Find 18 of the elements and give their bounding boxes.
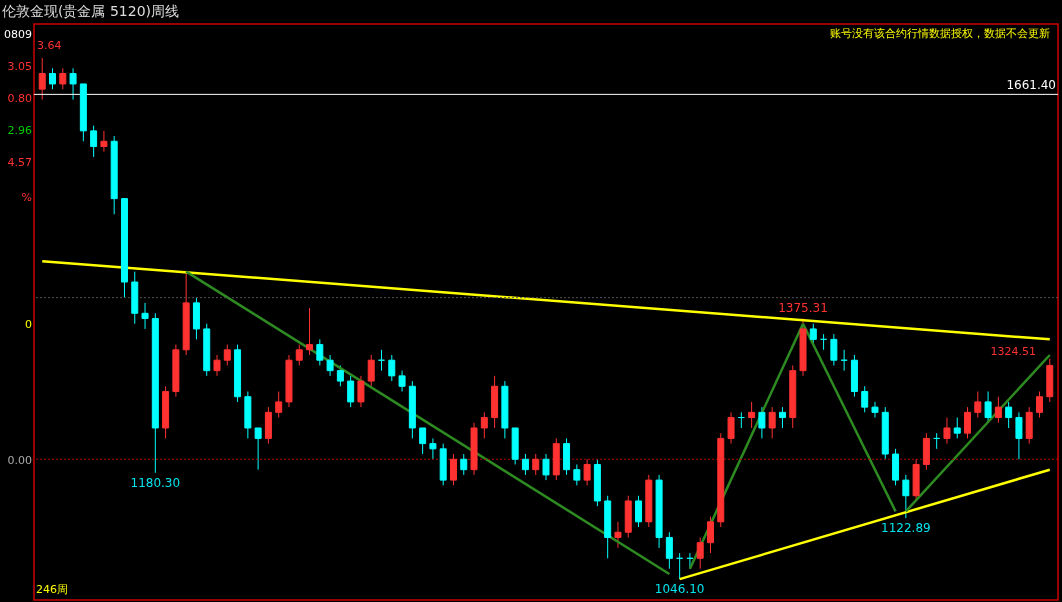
text: 0.00: [7, 454, 32, 467]
text: 3.64: [37, 39, 62, 52]
text: %: [21, 191, 32, 204]
text: 246周: [36, 583, 68, 596]
text: 账号没有该合约行情数据授权，数据不会更新: [830, 27, 1050, 40]
annotation: 1324.51: [990, 345, 1036, 358]
annotation: 1122.89: [881, 521, 931, 536]
annotation: 1180.30: [130, 475, 181, 490]
annotation: 1046.10: [654, 582, 705, 597]
annotation: 1661.40: [1006, 78, 1056, 93]
text: 2.96: [7, 124, 32, 137]
text: 0: [25, 318, 32, 331]
chart-title: 伦敦金现(贵金属 5120)周线: [2, 3, 180, 19]
text: 4.57: [7, 156, 32, 169]
text: 0809: [4, 28, 32, 41]
text: 0.80: [7, 92, 32, 105]
annotation: 1375.31: [778, 300, 828, 315]
text: 3.05: [7, 60, 32, 73]
